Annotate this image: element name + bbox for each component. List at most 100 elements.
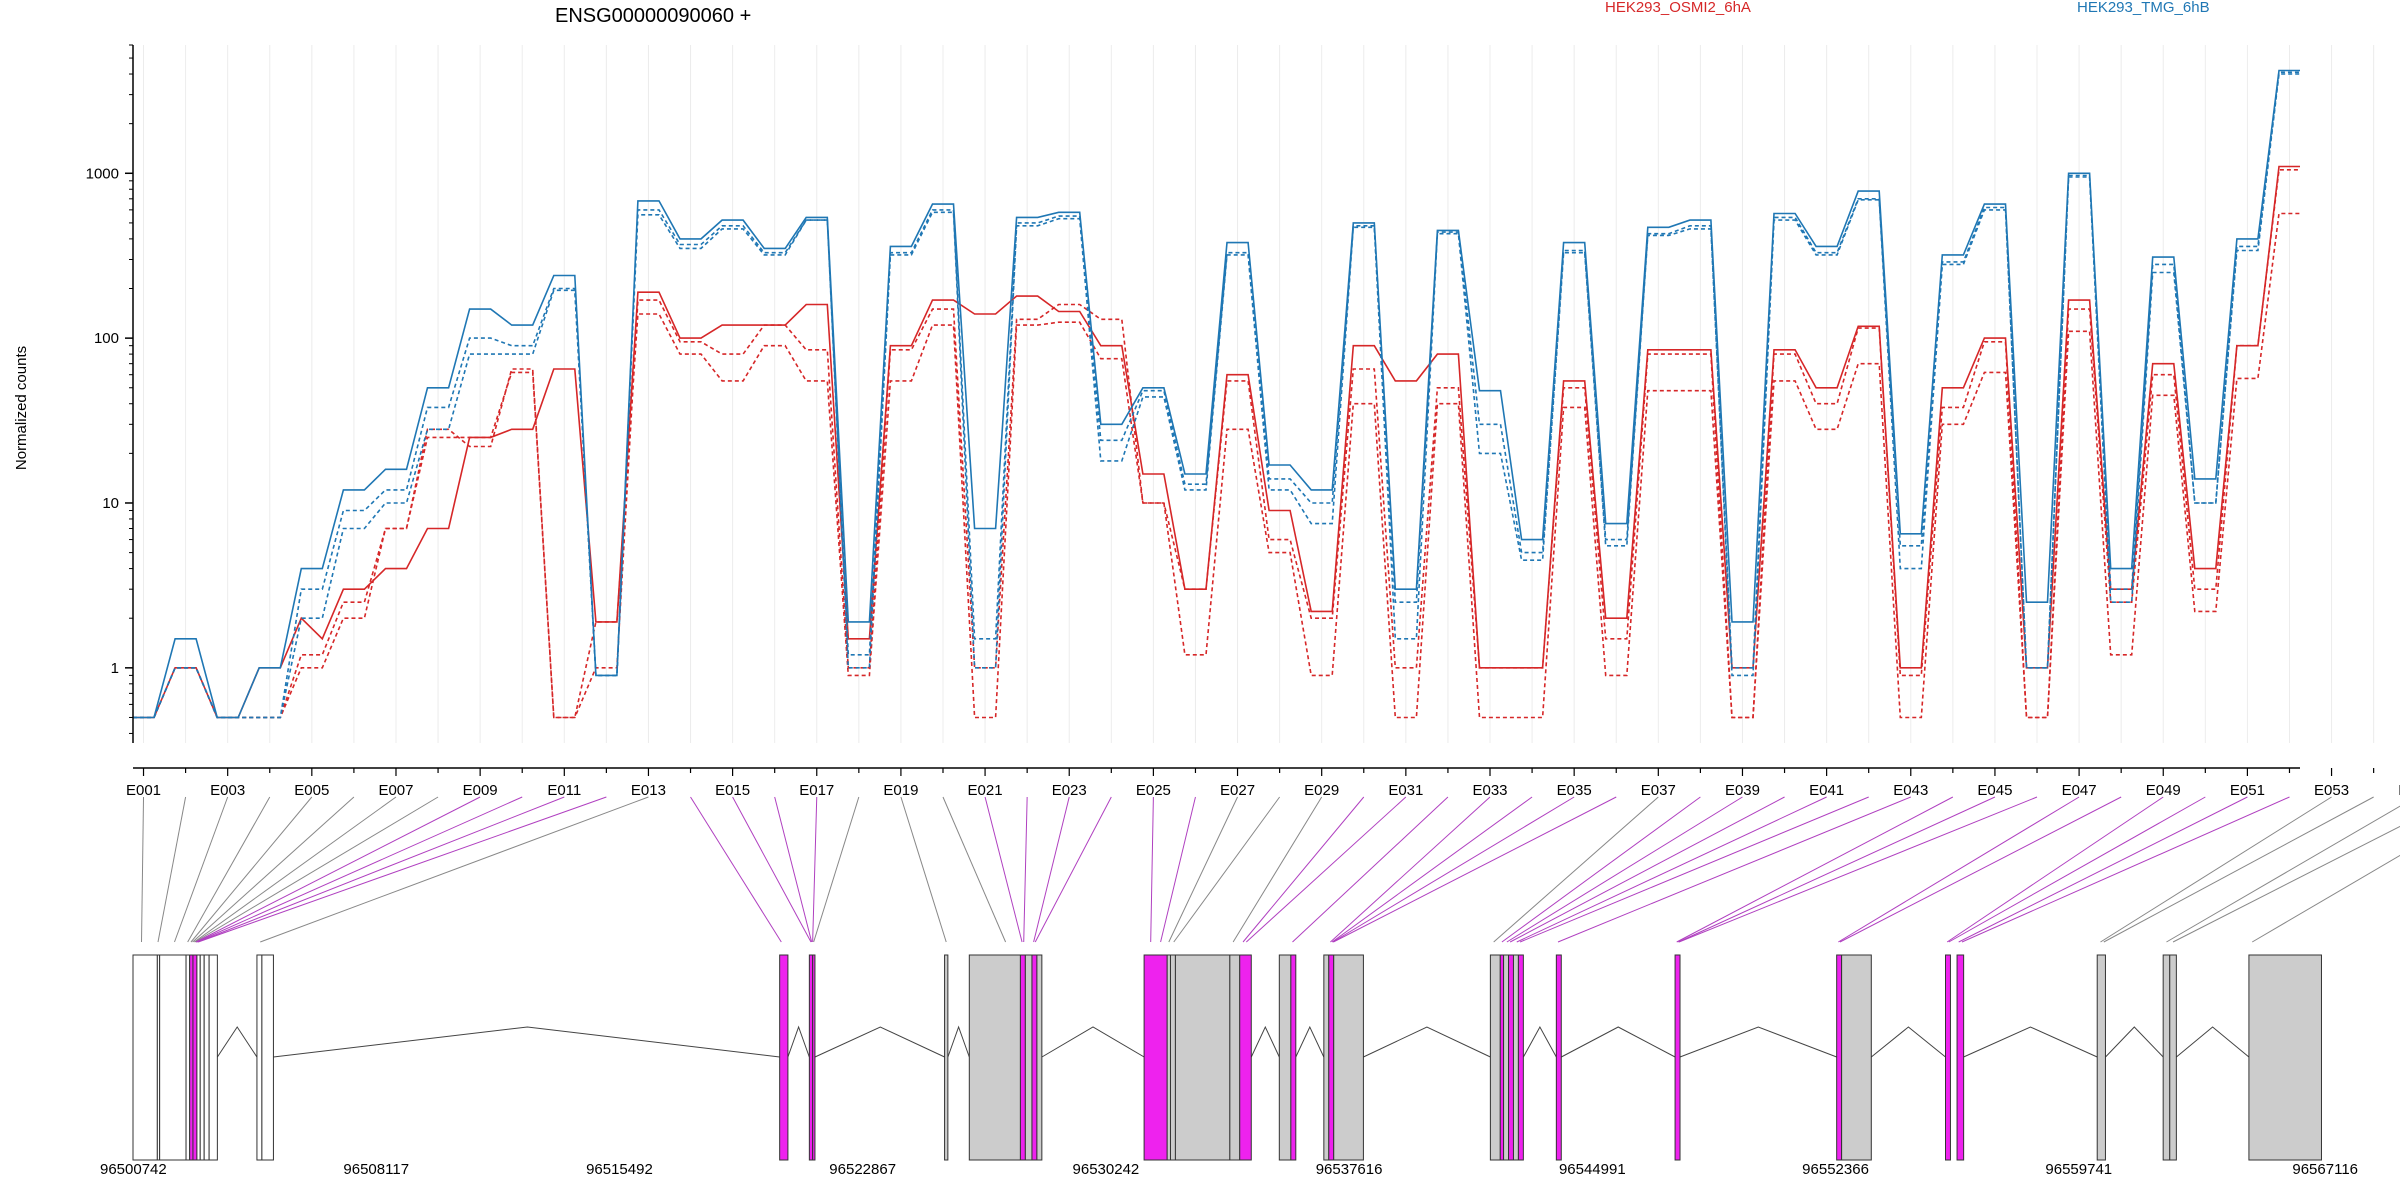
x-axis-genomic: 96500742 96508117 96515492 96522867 96530242… [100, 1161, 2358, 1178]
x-tick-label: E019 [883, 782, 918, 799]
exon-connector [774, 796, 813, 943]
exon-connector [1160, 796, 1196, 943]
exon-connector [1676, 796, 1954, 943]
x-tick-label: E029 [1304, 782, 1339, 799]
exon-block [1555, 954, 1562, 1161]
exon-connector [1245, 796, 1407, 943]
exon-block [203, 954, 210, 1161]
intron-line [1561, 1026, 1676, 1058]
exon-block [2162, 954, 2171, 1161]
exon-connector [1173, 796, 1281, 943]
x-tick-label: E045 [1977, 782, 2012, 799]
exon-connector [1516, 796, 1827, 943]
x-tick-label: E039 [1725, 782, 1760, 799]
y-axis-label: Normalized counts [13, 346, 30, 470]
y-tick-label: 10 [102, 495, 119, 512]
exon-block [1956, 954, 1965, 1161]
exon-block [1024, 954, 1033, 1161]
exon-block [1517, 954, 1524, 1161]
exon-connector [1292, 796, 1449, 943]
exon-block [261, 954, 274, 1161]
x-tick-label: E053 [2314, 782, 2349, 799]
intron-line [1522, 1025, 1557, 1058]
x-tick-label: E043 [1893, 782, 1928, 799]
intron-line [787, 1025, 810, 1058]
exon-block [1836, 954, 1843, 1161]
x-tick-label: E021 [968, 782, 1003, 799]
exon-block [1945, 954, 1951, 1161]
x-tick-label: E055 [2398, 782, 2400, 799]
exon-connector [690, 796, 782, 943]
x-tick-label: E025 [1136, 782, 1171, 799]
exon-connector [1033, 796, 1070, 943]
exon-connector [732, 796, 812, 943]
exon-block [1019, 954, 1026, 1161]
exon-connector [1839, 796, 2122, 943]
genomic-tick-label: 96530242 [1073, 1161, 1140, 1178]
exon-connector [194, 796, 439, 943]
exon-block [1036, 954, 1043, 1161]
x-tick-label: E047 [2062, 782, 2097, 799]
exon-block [1674, 954, 1681, 1161]
genomic-tick-label: 96500742 [100, 1161, 167, 1178]
exon-connector [942, 796, 1007, 943]
exon-block [1503, 954, 1510, 1161]
genomic-tick-label: 96515492 [586, 1161, 653, 1178]
y-tick-label: 1000 [86, 165, 119, 182]
intron-line [814, 1026, 945, 1058]
y-axis: 1 10 100 1000 [86, 44, 134, 743]
x-tick-label: E033 [1472, 782, 1507, 799]
exon-block [2169, 954, 2177, 1161]
intron-line [1041, 1026, 1145, 1058]
exon-connector [2251, 854, 2400, 943]
exon-block [256, 954, 263, 1161]
exon-block [1489, 954, 1501, 1161]
intron-line [1963, 1026, 2098, 1058]
exon-connector [1501, 796, 1701, 943]
exon-block [2096, 954, 2106, 1161]
intron-line [2176, 1026, 2250, 1058]
x-tick-label: E017 [799, 782, 834, 799]
intron-line [1295, 1025, 1325, 1058]
exon-block [1239, 954, 1252, 1161]
exon-connector [1509, 796, 1785, 943]
exon-block [1290, 954, 1297, 1161]
intron-line [947, 1025, 970, 1058]
exon-connector [196, 796, 523, 943]
series-line-3 [133, 169, 2300, 719]
x-tick-label: E003 [210, 782, 245, 799]
series-lines [133, 69, 2300, 719]
x-tick-label: E031 [1388, 782, 1423, 799]
intron-line [216, 1026, 258, 1058]
exon-connector [1333, 796, 1617, 943]
exon-connector [1838, 796, 2080, 943]
intron-line [1679, 1026, 1837, 1058]
genomic-tick-label: 96537616 [1316, 1161, 1383, 1178]
exon-connector [813, 796, 860, 943]
exon-block [1169, 954, 1176, 1161]
exon-connector [984, 796, 1023, 943]
y-tick-label: 100 [94, 330, 119, 347]
exon-connector [1034, 796, 1112, 943]
exon-connector [1678, 796, 2038, 943]
exon-block [1174, 954, 1231, 1161]
x-tick-label: E005 [294, 782, 329, 799]
exon-connectors [141, 796, 2400, 943]
exon-block [1278, 954, 1292, 1161]
exon-block [1328, 954, 1335, 1161]
exon-connector [1557, 796, 1911, 943]
x-tick-label: E007 [378, 782, 413, 799]
intron-line [2105, 1026, 2164, 1058]
exon-connector [1331, 796, 1533, 943]
legend-entry-tmg: HEK293_TMG_6hB [2077, 0, 2210, 16]
series-line-5 [133, 71, 2300, 719]
x-tick-label: E001 [126, 782, 161, 799]
genomic-tick-label: 96552366 [1802, 1161, 1869, 1178]
genomic-tick-label: 96522867 [829, 1161, 896, 1178]
exon-connector [1232, 796, 1323, 943]
exon-block [199, 954, 205, 1161]
genomic-tick-label: 96544991 [1559, 1161, 1626, 1178]
exon-block [1508, 954, 1514, 1161]
x-axis-top: E001 E003 E005 E007 E009 E011 E013 E015 E017 E019… [126, 767, 2400, 799]
exon-connector [174, 796, 229, 943]
